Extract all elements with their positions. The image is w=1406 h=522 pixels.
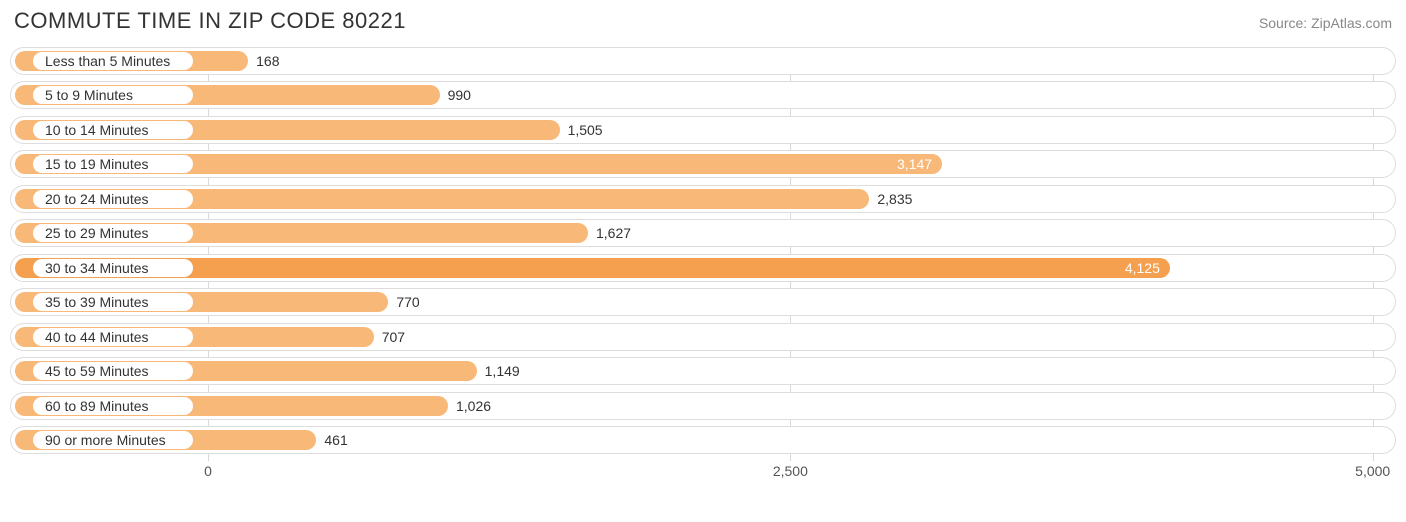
x-axis: 0 2,500 5,000 <box>10 461 1396 483</box>
chart-title: COMMUTE TIME IN ZIP CODE 80221 <box>14 8 406 34</box>
bar-row: 1,505 10 to 14 Minutes <box>10 116 1396 144</box>
value-label: 1,149 <box>485 358 520 384</box>
value-label: 2,835 <box>877 186 912 212</box>
bar-row: 770 35 to 39 Minutes <box>10 288 1396 316</box>
bar-row: 461 90 or more Minutes <box>10 426 1396 454</box>
category-label: 5 to 9 Minutes <box>33 86 193 104</box>
category-label: 10 to 14 Minutes <box>33 121 193 139</box>
category-label: Less than 5 Minutes <box>33 52 193 70</box>
chart-header: COMMUTE TIME IN ZIP CODE 80221 Source: Z… <box>10 8 1396 40</box>
category-label: 35 to 39 Minutes <box>33 293 193 311</box>
bar-rows: 168 Less than 5 Minutes 990 5 to 9 Minutes 1… <box>10 47 1396 455</box>
axis-tick-label: 0 <box>204 463 212 479</box>
value-label: 4,125 <box>1125 258 1160 278</box>
value-label: 1,627 <box>596 220 631 246</box>
category-label: 40 to 44 Minutes <box>33 328 193 346</box>
value-label: 1,026 <box>456 393 491 419</box>
value-label: 770 <box>396 289 419 315</box>
bar-row: 707 40 to 44 Minutes <box>10 323 1396 351</box>
category-label: 25 to 29 Minutes <box>33 224 193 242</box>
category-label: 30 to 34 Minutes <box>33 259 193 277</box>
bar-row: 4,125 30 to 34 Minutes <box>10 254 1396 282</box>
value-label: 990 <box>448 82 471 108</box>
category-label: 45 to 59 Minutes <box>33 362 193 380</box>
value-label: 707 <box>382 324 405 350</box>
category-label: 20 to 24 Minutes <box>33 190 193 208</box>
value-label: 461 <box>324 427 347 453</box>
chart-area: 168 Less than 5 Minutes 990 5 to 9 Minutes 1… <box>10 47 1396 483</box>
bar-row: 1,627 25 to 29 Minutes <box>10 219 1396 247</box>
axis-tick-label: 2,500 <box>773 463 808 479</box>
bar-row: 1,026 60 to 89 Minutes <box>10 392 1396 420</box>
value-label: 3,147 <box>897 154 932 174</box>
bar-row: 168 Less than 5 Minutes <box>10 47 1396 75</box>
category-label: 60 to 89 Minutes <box>33 397 193 415</box>
bar-row: 990 5 to 9 Minutes <box>10 81 1396 109</box>
category-label: 15 to 19 Minutes <box>33 155 193 173</box>
value-label: 168 <box>256 48 279 74</box>
bar-row: 1,149 45 to 59 Minutes <box>10 357 1396 385</box>
chart-source: Source: ZipAtlas.com <box>1259 15 1392 31</box>
category-label: 90 or more Minutes <box>33 431 193 449</box>
value-label: 1,505 <box>568 117 603 143</box>
axis-tick-label: 5,000 <box>1355 463 1390 479</box>
bar-row: 2,835 20 to 24 Minutes <box>10 185 1396 213</box>
bar-row: 3,147 15 to 19 Minutes <box>10 150 1396 178</box>
